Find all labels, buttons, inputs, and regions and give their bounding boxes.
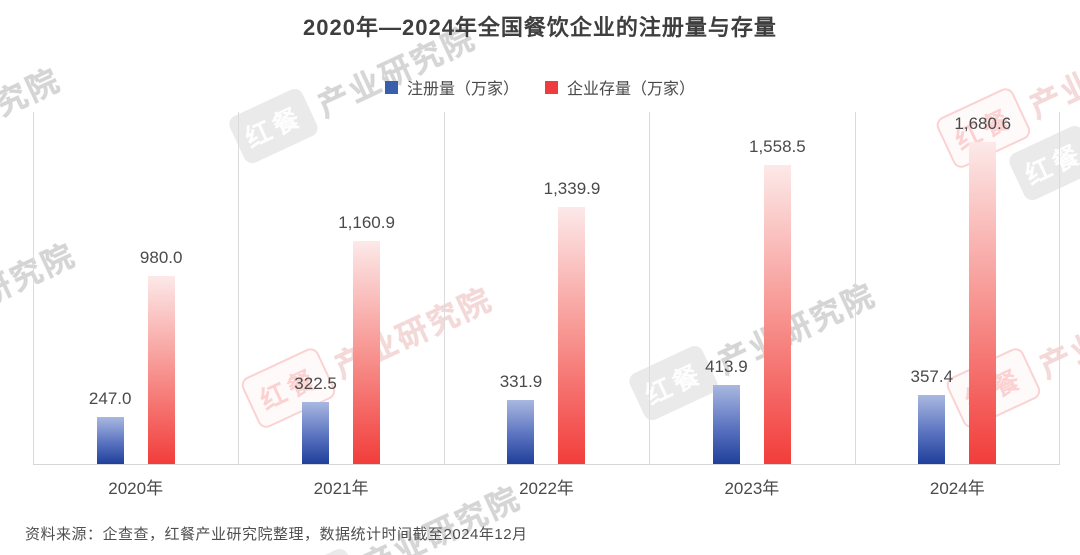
plot-separator-line [855, 112, 856, 464]
x-axis-label-2021: 2021年 [313, 479, 369, 498]
value-label-stock: 1,680.6 [954, 113, 1012, 133]
source-note: 资料来源：企查查，红餐产业研究院整理，数据统计时间截至2024年12月 [25, 526, 528, 543]
bar-stock-2020 [147, 276, 175, 464]
legend-swatch-icon [384, 80, 398, 94]
plot-separator-line [649, 112, 650, 464]
legend-swatch-icon [545, 80, 558, 94]
value-label-registrations: 357.4 [910, 367, 954, 387]
bar-stock-2023 [763, 165, 791, 464]
legend: 注册量（万家） 企业存量（万家） [0, 75, 1080, 99]
bar-registrations-2020 [96, 416, 124, 464]
bar-stock-2022 [558, 206, 586, 464]
value-label-stock: 980.0 [139, 248, 183, 267]
plot-separator-line [444, 112, 445, 464]
bar-registrations-2023 [712, 384, 740, 464]
x-axis-label-2022: 2022年 [519, 479, 574, 498]
bar-registrations-2024 [918, 395, 946, 464]
legend-label: 企业存量（万家） [567, 81, 696, 98]
plot-separator-line [33, 112, 34, 464]
bar-registrations-2022 [507, 400, 535, 464]
legend-label: 注册量（万家） [406, 81, 519, 98]
bar-registrations-2021 [302, 402, 330, 464]
value-label-registrations: 413.9 [705, 356, 748, 376]
legend-item-registrations: 注册量（万家） [384, 75, 519, 99]
plot-area: 247.0 980.0 322.5 1,160.9 331.9 1,339.9 413.9 1… [33, 112, 1060, 465]
value-label-registrations: 247.0 [88, 388, 132, 408]
legend-item-stock: 企业存量（万家） [545, 75, 695, 99]
year-group-2021: 322.5 1,160.9 [238, 112, 443, 464]
value-label-stock: 1,339.9 [543, 178, 601, 198]
year-group-2024: 357.4 1,680.6 [855, 112, 1060, 464]
year-group-2020: 247.0 980.0 [33, 112, 238, 464]
watermark-brand-logo: 红餐 [271, 546, 366, 555]
chart-title: 2020年—2024年全国餐饮企业的注册量与存量 [303, 15, 777, 40]
year-group-2022: 331.9 1,339.9 [444, 112, 649, 464]
x-axis-label-2020: 2020年 [108, 479, 164, 498]
value-label-stock: 1,558.5 [749, 137, 806, 157]
value-label-registrations: 322.5 [294, 374, 337, 394]
x-axis-label-2023: 2023年 [724, 479, 780, 498]
bar-stock-2021 [353, 241, 381, 464]
year-group-2023: 413.9 1,558.5 [649, 112, 854, 464]
value-label-stock: 1,160.9 [338, 213, 395, 233]
bar-stock-2024 [969, 141, 997, 464]
value-label-registrations: 331.9 [499, 372, 543, 392]
x-axis-label-2024: 2024年 [929, 479, 985, 498]
plot-separator-line [238, 112, 239, 464]
plot-separator-line [1059, 112, 1060, 464]
